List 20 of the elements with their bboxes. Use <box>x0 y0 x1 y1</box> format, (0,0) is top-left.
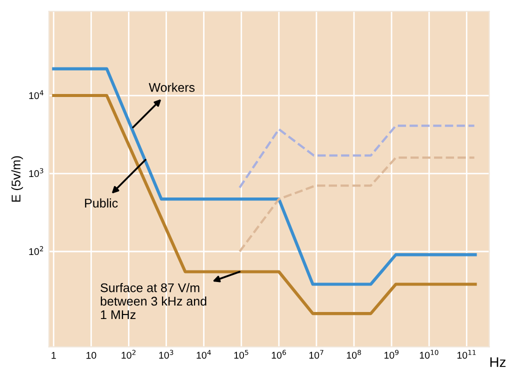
x-tick-label: 10$^{2}$ <box>122 350 136 359</box>
y-tick-label: 10$^{3}$ <box>29 168 44 178</box>
y-tick-label: 10$^{2}$ <box>29 246 44 256</box>
x-tick-label: 10$^{10}$ <box>420 350 438 359</box>
x-tick-label: 10 <box>86 352 96 359</box>
y-tick-label: 10$^{4}$ <box>29 90 44 100</box>
x-tick-label: 10$^{4}$ <box>196 350 211 359</box>
x-tick-label: 10$^{3}$ <box>159 350 174 359</box>
annotation: Workers <box>148 82 195 92</box>
annotation: Surface at 87 V/m between 3 kHz and 1 MHz <box>100 283 206 319</box>
annotation: Public <box>85 198 118 208</box>
x-tick-label: 1 <box>52 352 56 359</box>
x-tick-label: 10$^{11}$ <box>457 350 476 359</box>
x-tick-label: 10$^{9}$ <box>384 350 399 359</box>
x-axis-title: Hz <box>490 357 506 367</box>
x-tick-label: 10$^{8}$ <box>346 350 361 359</box>
x-tick-label: 10$^{7}$ <box>309 350 324 359</box>
y-axis-title: E (5v/m) <box>11 156 23 202</box>
x-tick-label: 10$^{6}$ <box>272 350 286 359</box>
x-tick-label: 10$^{5}$ <box>234 350 248 359</box>
